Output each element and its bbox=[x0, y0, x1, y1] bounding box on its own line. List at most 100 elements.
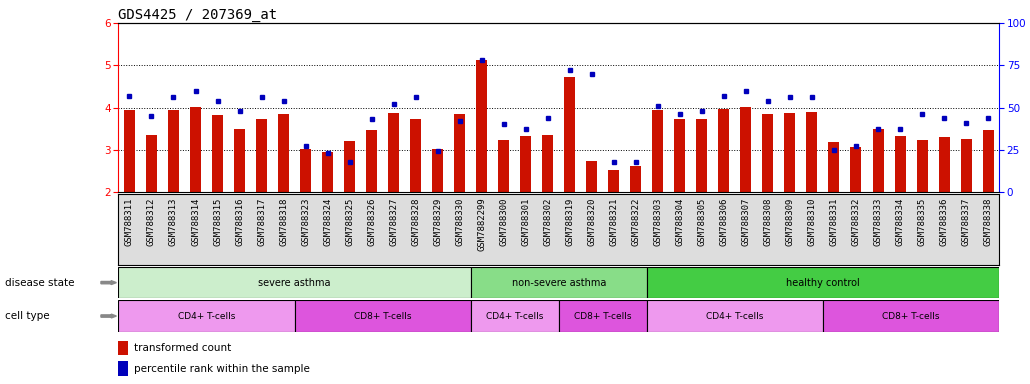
Text: GSM788303: GSM788303 bbox=[653, 197, 662, 246]
Bar bbox=[520, 136, 531, 192]
Bar bbox=[741, 107, 752, 192]
Bar bbox=[718, 109, 729, 192]
Text: GSM788307: GSM788307 bbox=[742, 197, 751, 246]
Text: GSM788332: GSM788332 bbox=[852, 197, 860, 246]
Text: severe asthma: severe asthma bbox=[259, 278, 331, 288]
Bar bbox=[146, 135, 157, 192]
Text: cell type: cell type bbox=[5, 311, 49, 321]
Text: healthy control: healthy control bbox=[786, 278, 860, 288]
Text: GSM788313: GSM788313 bbox=[169, 197, 178, 246]
Text: GSM788322: GSM788322 bbox=[631, 197, 641, 246]
Text: GSM788317: GSM788317 bbox=[258, 197, 266, 246]
Bar bbox=[823, 300, 999, 332]
Bar bbox=[630, 166, 642, 192]
Text: percentile rank within the sample: percentile rank within the sample bbox=[134, 364, 310, 374]
Bar bbox=[696, 119, 708, 192]
Text: GSM788327: GSM788327 bbox=[389, 197, 399, 246]
Bar bbox=[118, 267, 471, 298]
Bar bbox=[917, 141, 928, 192]
Bar bbox=[471, 267, 647, 298]
Bar bbox=[295, 300, 471, 332]
Bar bbox=[388, 113, 400, 192]
Text: GSM788311: GSM788311 bbox=[125, 197, 134, 246]
Bar bbox=[190, 107, 201, 192]
Text: GSM788324: GSM788324 bbox=[323, 197, 332, 246]
Bar bbox=[828, 142, 839, 192]
Bar bbox=[586, 161, 597, 192]
Bar bbox=[647, 267, 999, 298]
Bar bbox=[322, 152, 333, 192]
Text: GSM788306: GSM788306 bbox=[719, 197, 728, 246]
Text: GSM788309: GSM788309 bbox=[786, 197, 794, 246]
Bar bbox=[652, 111, 663, 192]
Bar bbox=[300, 149, 311, 192]
Text: non-severe asthma: non-severe asthma bbox=[512, 278, 606, 288]
Text: GSM788328: GSM788328 bbox=[411, 197, 420, 246]
Text: CD8+ T-cells: CD8+ T-cells bbox=[354, 311, 411, 321]
Text: GSM788323: GSM788323 bbox=[301, 197, 310, 246]
Text: GSM788333: GSM788333 bbox=[873, 197, 883, 246]
Text: GSM788316: GSM788316 bbox=[235, 197, 244, 246]
Bar bbox=[894, 136, 905, 192]
Bar bbox=[344, 141, 355, 192]
Bar bbox=[564, 77, 576, 192]
Text: GSM788301: GSM788301 bbox=[521, 197, 530, 246]
Text: GSM788308: GSM788308 bbox=[763, 197, 772, 246]
Bar bbox=[542, 135, 553, 192]
Bar bbox=[609, 170, 619, 192]
Text: GSM7882299: GSM7882299 bbox=[477, 197, 486, 251]
Bar bbox=[471, 300, 558, 332]
Text: GSM788331: GSM788331 bbox=[829, 197, 838, 246]
Text: GSM788329: GSM788329 bbox=[434, 197, 442, 246]
Text: GSM788304: GSM788304 bbox=[676, 197, 684, 246]
Bar bbox=[118, 341, 128, 355]
Bar bbox=[212, 115, 224, 192]
Text: CD4+ T-cells: CD4+ T-cells bbox=[486, 311, 544, 321]
Bar bbox=[454, 114, 466, 192]
Bar bbox=[278, 114, 289, 192]
Bar bbox=[806, 112, 818, 192]
Text: GSM788335: GSM788335 bbox=[918, 197, 927, 246]
Bar bbox=[410, 119, 421, 192]
Bar bbox=[961, 139, 971, 192]
Text: GSM788337: GSM788337 bbox=[962, 197, 970, 246]
Bar bbox=[118, 300, 295, 332]
Text: GSM788318: GSM788318 bbox=[279, 197, 288, 246]
Text: CD4+ T-cells: CD4+ T-cells bbox=[707, 311, 763, 321]
Text: GSM788315: GSM788315 bbox=[213, 197, 222, 246]
Bar bbox=[558, 300, 647, 332]
Bar bbox=[234, 129, 245, 192]
Text: disease state: disease state bbox=[5, 278, 74, 288]
Text: GSM788312: GSM788312 bbox=[147, 197, 156, 246]
Bar bbox=[938, 137, 950, 192]
Text: GSM788326: GSM788326 bbox=[367, 197, 376, 246]
Bar bbox=[785, 113, 795, 192]
Bar bbox=[256, 119, 267, 192]
Bar bbox=[647, 300, 823, 332]
Text: CD8+ T-cells: CD8+ T-cells bbox=[574, 311, 631, 321]
Text: GSM788300: GSM788300 bbox=[500, 197, 508, 246]
Bar bbox=[675, 119, 685, 192]
Bar bbox=[983, 130, 994, 192]
Text: CD4+ T-cells: CD4+ T-cells bbox=[178, 311, 235, 321]
Bar bbox=[762, 114, 774, 192]
Bar bbox=[118, 361, 128, 376]
Bar bbox=[168, 110, 179, 192]
Bar bbox=[124, 111, 135, 192]
Text: transformed count: transformed count bbox=[134, 343, 232, 353]
Text: GSM788314: GSM788314 bbox=[191, 197, 200, 246]
Text: GSM788330: GSM788330 bbox=[455, 197, 465, 246]
Text: GSM788310: GSM788310 bbox=[808, 197, 817, 246]
Text: GSM788305: GSM788305 bbox=[697, 197, 707, 246]
Bar bbox=[872, 129, 884, 192]
Bar bbox=[476, 60, 487, 192]
Text: GSM788336: GSM788336 bbox=[939, 197, 949, 246]
Text: GSM788334: GSM788334 bbox=[895, 197, 904, 246]
Text: GSM788321: GSM788321 bbox=[610, 197, 618, 246]
Text: GDS4425 / 207369_at: GDS4425 / 207369_at bbox=[118, 8, 277, 22]
Text: GSM788325: GSM788325 bbox=[345, 197, 354, 246]
Text: GSM788320: GSM788320 bbox=[587, 197, 596, 246]
Text: CD8+ T-cells: CD8+ T-cells bbox=[883, 311, 939, 321]
Text: GSM788319: GSM788319 bbox=[565, 197, 575, 246]
Text: GSM788302: GSM788302 bbox=[543, 197, 552, 246]
